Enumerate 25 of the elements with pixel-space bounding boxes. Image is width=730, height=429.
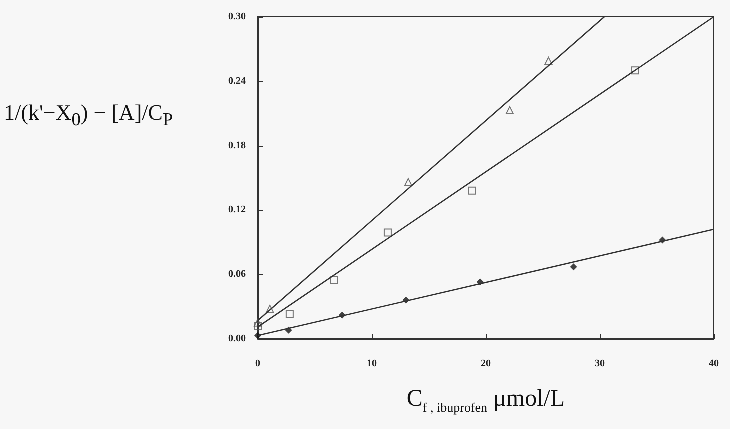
- x-axis-title: C$_{f , ibuprofen}$ μmol/L: [406, 386, 566, 416]
- point: [254, 322, 262, 330]
- point: [404, 178, 412, 186]
- point: [506, 106, 514, 114]
- x-tick-label: 30: [595, 358, 605, 370]
- y-tick-label: 0.06: [228, 269, 246, 280]
- point: [384, 228, 392, 237]
- x-tick-label: 40: [709, 358, 719, 370]
- y-tick-label: 0.12: [228, 204, 246, 216]
- y-axis-title: 1/(k'−X$_{0}$) − [A]/C$_{P}$: [4, 100, 174, 130]
- point: [570, 264, 578, 271]
- point: [254, 318, 262, 327]
- x-tick-label: 10: [367, 358, 377, 370]
- y-tick-label: 0.24: [228, 76, 246, 87]
- point: [544, 57, 553, 66]
- y-tick-label: 0.30: [228, 12, 246, 22]
- point: [631, 66, 640, 75]
- point: [468, 186, 476, 195]
- point: [286, 310, 294, 318]
- y-tick-label: 0.18: [228, 140, 246, 152]
- y-tick-label: 0.00: [228, 334, 246, 344]
- x-tick-label: 0: [256, 358, 260, 370]
- x-tick-label: 20: [481, 358, 491, 370]
- point: [330, 276, 338, 284]
- point: [266, 304, 274, 313]
